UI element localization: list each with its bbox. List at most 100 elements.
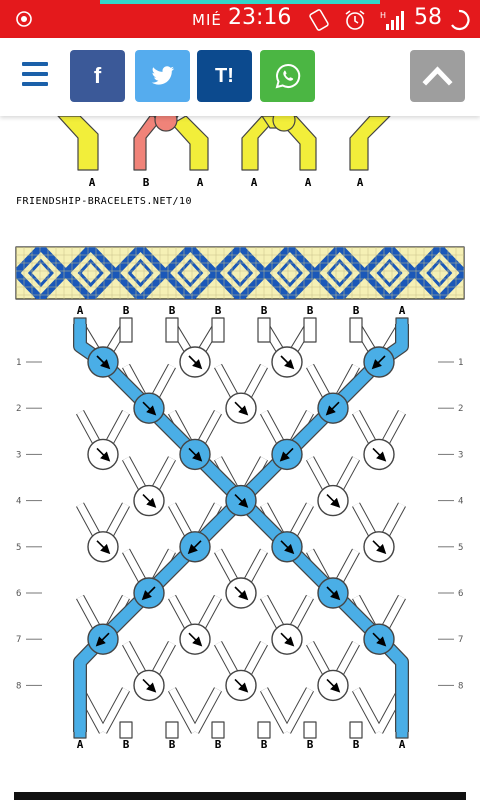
arrow-down-right-icon bbox=[326, 586, 341, 601]
band-diamond-inner bbox=[276, 258, 303, 288]
knot bbox=[272, 116, 296, 132]
strand-label: B bbox=[261, 304, 268, 317]
facebook-share-button[interactable]: f bbox=[70, 50, 125, 102]
row-number-right: 2 bbox=[458, 404, 463, 414]
band-diamond-inner bbox=[0, 261, 2, 285]
pattern-caption: FRIENDSHIP-BRACELETS.NET/10 bbox=[16, 196, 193, 207]
band-diamond bbox=[409, 247, 464, 299]
knot bbox=[154, 116, 178, 132]
strand-top bbox=[119, 317, 133, 343]
arrow-down-right-icon bbox=[234, 494, 249, 508]
strand-label: B bbox=[353, 304, 360, 317]
strand-label: A bbox=[251, 176, 258, 189]
pattern-content: A B A A A A FRIENDSHIP-BRACELETS.NET/10 1 1 2 2 3… bbox=[0, 116, 480, 800]
row-number-left: 5 bbox=[16, 543, 21, 553]
arrow-down-left-icon bbox=[187, 540, 202, 555]
strand-label: B bbox=[353, 738, 360, 751]
arrow-down-left-icon bbox=[141, 586, 156, 601]
whatsapp-share-button[interactable] bbox=[260, 50, 315, 102]
arrow-down-right-icon bbox=[142, 494, 157, 508]
row-number-left: 4 bbox=[16, 497, 21, 507]
menu-bar-icon bbox=[22, 72, 48, 76]
status-time: 23:16 bbox=[228, 5, 292, 30]
row-number-right: 3 bbox=[458, 450, 463, 460]
menu-button[interactable] bbox=[22, 62, 48, 86]
menu-bar-icon bbox=[22, 82, 48, 86]
strand-label: A bbox=[399, 738, 406, 751]
arrow-down-left-icon bbox=[95, 632, 110, 647]
row-number-left: 1 bbox=[16, 358, 21, 368]
arrow-down-left-icon bbox=[325, 401, 340, 416]
scroll-to-top-button[interactable] bbox=[410, 50, 465, 102]
band-diamond bbox=[459, 268, 464, 278]
vibrate-icon bbox=[309, 9, 329, 31]
strand-bottom bbox=[119, 721, 133, 739]
arrow-down-right-icon bbox=[188, 447, 203, 462]
arrow-down-right-icon bbox=[326, 494, 341, 508]
strand-label: B bbox=[169, 738, 176, 751]
status-accent-line bbox=[100, 0, 380, 4]
band-diamond-inner bbox=[27, 258, 54, 288]
whatsapp-icon bbox=[275, 63, 300, 89]
strand-label: A bbox=[399, 304, 406, 317]
strand-label: B bbox=[215, 738, 222, 751]
arrow-down-right-icon bbox=[142, 401, 157, 416]
arrow-down-right-icon bbox=[96, 355, 111, 370]
twitter-share-button[interactable] bbox=[135, 50, 190, 102]
strand-label: B bbox=[123, 304, 130, 317]
location-icon bbox=[16, 11, 32, 27]
strand-label: A bbox=[197, 176, 204, 189]
svg-text:H: H bbox=[380, 11, 386, 20]
arrow-down-right-icon bbox=[96, 540, 111, 555]
arrow-down-right-icon bbox=[96, 447, 111, 462]
band-diamond-inner bbox=[127, 258, 154, 288]
strand-bottom bbox=[349, 721, 363, 739]
battery-level: 58 bbox=[414, 5, 442, 30]
band-diamond-inner bbox=[77, 258, 104, 288]
strand-top bbox=[303, 317, 317, 343]
row-number-right: 5 bbox=[458, 543, 463, 553]
bracelet-pattern-diagram: 1 1 2 2 3 3 4 4 5 5 6 6 7 7 8 8 A B B B B B B A A B B B B B B A bbox=[0, 246, 465, 751]
tuenti-icon: T! bbox=[215, 64, 234, 87]
strand-label: A bbox=[357, 176, 364, 189]
row-number-left: 6 bbox=[16, 589, 21, 599]
alarm-icon bbox=[345, 10, 365, 30]
arrow-down-right-icon bbox=[372, 447, 387, 462]
row-number-left: 7 bbox=[16, 635, 21, 645]
strand-bottom bbox=[257, 721, 271, 739]
strand-label: B bbox=[307, 304, 314, 317]
arrow-down-right-icon bbox=[234, 678, 249, 693]
signal-icon: H bbox=[380, 11, 404, 30]
arrow-down-right-icon bbox=[280, 355, 295, 370]
strand-label: A bbox=[77, 738, 84, 751]
strand-label: A bbox=[305, 176, 312, 189]
arrow-down-right-icon bbox=[372, 540, 387, 555]
status-day: MIÉ bbox=[192, 11, 222, 29]
battery-ring-icon bbox=[451, 9, 470, 31]
row-number-left: 2 bbox=[16, 404, 21, 414]
arrow-down-right-icon bbox=[372, 632, 387, 647]
strand-label: B bbox=[169, 304, 176, 317]
status-bar: MIÉ 23:16 H 58 bbox=[0, 0, 480, 38]
row-number-right: 7 bbox=[458, 635, 463, 645]
facebook-icon: f bbox=[93, 63, 102, 88]
band-diamond-inner bbox=[426, 258, 453, 288]
row-number-right: 1 bbox=[458, 358, 463, 368]
next-pattern-band-edge bbox=[14, 792, 466, 800]
tuenti-share-button[interactable]: T! bbox=[197, 50, 252, 102]
arrow-down-left-icon bbox=[279, 447, 294, 462]
strand-label: B bbox=[143, 176, 150, 189]
row-number-right: 6 bbox=[458, 589, 463, 599]
arrow-down-left-icon bbox=[371, 355, 386, 370]
twitter-bird-icon bbox=[151, 66, 174, 85]
arrow-down-right-icon bbox=[234, 401, 249, 416]
strand-top bbox=[349, 317, 363, 343]
strand-label: A bbox=[77, 304, 84, 317]
arrow-down-right-icon bbox=[280, 540, 295, 555]
chevron-up-icon bbox=[422, 66, 453, 86]
arrow-down-right-icon bbox=[188, 355, 203, 370]
row-number-right: 4 bbox=[458, 497, 463, 507]
strand-lattice bbox=[76, 322, 406, 734]
strand-label: A bbox=[89, 176, 96, 189]
